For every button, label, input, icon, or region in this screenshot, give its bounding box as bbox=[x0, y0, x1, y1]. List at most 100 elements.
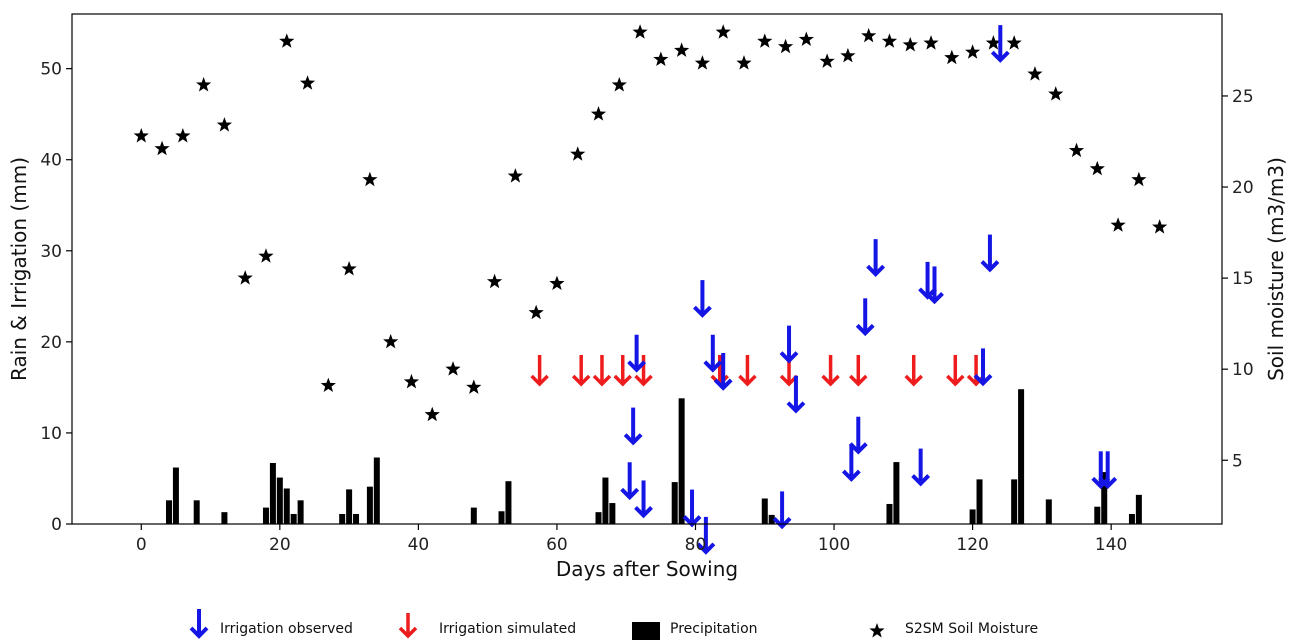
precip-bar bbox=[976, 479, 983, 524]
irrigation-observed-arrow bbox=[866, 239, 886, 277]
precip-bar bbox=[768, 514, 775, 524]
soil-moisture-point bbox=[362, 171, 378, 187]
y-axis-label: Rain & Irrigation (mm) bbox=[7, 157, 31, 381]
irrigation-observed-arrow bbox=[696, 516, 716, 555]
soil-moisture-point bbox=[1068, 142, 1085, 158]
irrigation-observed-arrow-head bbox=[620, 487, 640, 501]
irrigation-simulated-arrow-head bbox=[849, 374, 868, 387]
soil-moisture-point bbox=[549, 275, 565, 291]
legend-item-precip: Precipitation bbox=[632, 621, 758, 640]
precip-bar bbox=[346, 489, 353, 524]
soil-moisture-point bbox=[1131, 171, 1147, 187]
soil-moisture-point bbox=[1110, 217, 1126, 232]
soil-moisture-point bbox=[237, 270, 253, 285]
precip-bar bbox=[969, 509, 976, 524]
legend-precip-swatch bbox=[632, 622, 660, 640]
precip-bar bbox=[678, 398, 685, 524]
x-tick-label: 60 bbox=[546, 535, 568, 555]
irrigation-observed-arrow-head bbox=[855, 323, 875, 337]
precip-bar bbox=[761, 498, 768, 524]
y2-tick-label: 15 bbox=[1232, 269, 1254, 289]
soil-moisture-point bbox=[985, 35, 1001, 50]
soil-moisture-point bbox=[1152, 219, 1168, 234]
soil-moisture-point bbox=[590, 106, 607, 121]
legend-simulated-arrow-icon bbox=[398, 613, 418, 639]
irrigation-observed-arrow-head bbox=[980, 260, 1000, 273]
precip-bar bbox=[886, 503, 893, 524]
y2-tick-label: 20 bbox=[1232, 178, 1254, 198]
x-tick-label: 140 bbox=[1095, 535, 1127, 555]
irrigation-observed-arrow bbox=[713, 352, 733, 391]
soil-moisture-point bbox=[133, 128, 149, 143]
irrigation-observed-arrow bbox=[693, 280, 712, 318]
irrigation-observed-arrow-head bbox=[990, 50, 1010, 63]
irrigation-observed-arrow bbox=[779, 325, 799, 364]
precip-bar bbox=[221, 512, 228, 524]
irrigation-observed-arrow bbox=[623, 407, 643, 446]
irrigation-observed-arrow bbox=[772, 491, 792, 530]
soil-moisture-point bbox=[424, 406, 440, 422]
x-tick-label: 0 bbox=[136, 535, 147, 555]
irrigation-observed-arrow bbox=[841, 444, 861, 482]
irrigation-simulated-arrow bbox=[613, 354, 632, 387]
irrigation-observed-arrow bbox=[855, 298, 875, 337]
precip-bar bbox=[262, 507, 269, 524]
soil-moisture-point bbox=[964, 44, 981, 59]
soil-moisture-point bbox=[466, 379, 482, 394]
irrigation-observed-arrow bbox=[925, 266, 944, 305]
precip-bar bbox=[1018, 389, 1025, 524]
y2-tick-label: 5 bbox=[1232, 451, 1243, 471]
irrigation-simulated-arrow-head bbox=[821, 374, 840, 387]
y-tick-label: 20 bbox=[40, 333, 62, 353]
soil-moisture-point bbox=[819, 53, 835, 68]
precip-bar bbox=[1101, 472, 1108, 524]
precip-bar bbox=[671, 482, 678, 524]
irrigation-observed-arrow-head bbox=[779, 351, 799, 364]
soil-moisture-point bbox=[528, 304, 544, 320]
soil-moisture-point bbox=[881, 33, 898, 48]
irrigation-observed-arrow-head bbox=[713, 378, 733, 391]
irrigation-observed-arrow-head bbox=[634, 506, 653, 519]
y-tick-label: 10 bbox=[40, 424, 62, 444]
y-tick-label: 50 bbox=[40, 60, 62, 80]
soil-moisture-point bbox=[632, 24, 648, 39]
legend-soil-star-icon bbox=[869, 623, 885, 638]
precip-bar bbox=[366, 486, 373, 524]
soil-moisture-point bbox=[674, 42, 690, 57]
legend-soil-star bbox=[869, 623, 885, 638]
soil-moisture-point bbox=[320, 377, 336, 393]
x-tick-label: 100 bbox=[818, 535, 850, 555]
irrigation-observed-arrow-head bbox=[703, 360, 723, 373]
y2-tick-label: 25 bbox=[1232, 87, 1254, 107]
legend-observed-arrow bbox=[189, 609, 209, 639]
irrigation-observed-arrow bbox=[703, 334, 723, 373]
irrigation-simulated-arrow bbox=[530, 354, 549, 387]
soil-moisture-point bbox=[653, 51, 669, 67]
irrigation-simulated-arrow-head bbox=[592, 374, 612, 387]
legend-observed-arrow-head bbox=[189, 626, 209, 639]
irrigation-observed-arrow-head bbox=[911, 474, 931, 487]
irrigation-simulated-arrow-head bbox=[571, 374, 591, 387]
legend: Irrigation observed Irrigation simulated… bbox=[189, 609, 1038, 640]
precip-bar bbox=[470, 507, 477, 524]
irrigation-observed-arrow-head bbox=[696, 542, 716, 555]
x-tick-label: 20 bbox=[269, 535, 291, 555]
precip-bar bbox=[595, 512, 602, 524]
irrigation-observed-arrow bbox=[973, 348, 993, 387]
irrigation-observed-arrow-head bbox=[925, 292, 944, 305]
precip-bar bbox=[339, 513, 346, 524]
irrigation-observed-arrow-head bbox=[848, 442, 868, 455]
legend-simulated-label: Irrigation simulated bbox=[439, 621, 576, 637]
irrigation-observed-arrow bbox=[627, 334, 647, 373]
legend-simulated-arrow-head bbox=[398, 626, 418, 639]
precip-bar bbox=[609, 503, 616, 524]
soil-moisture-point bbox=[1089, 160, 1105, 176]
legend-precip-label: Precipitation bbox=[670, 621, 758, 637]
legend-item-simulated: Irrigation simulated bbox=[398, 613, 576, 639]
soil-moisture-point bbox=[403, 373, 420, 389]
irrigation-observed-arrow-head bbox=[1098, 476, 1118, 490]
x-tick-label: 80 bbox=[685, 535, 707, 555]
irrigation-observed-arrow-head bbox=[973, 373, 993, 387]
soil-moisture-point bbox=[216, 117, 233, 132]
soil-moisture-point bbox=[694, 55, 711, 70]
